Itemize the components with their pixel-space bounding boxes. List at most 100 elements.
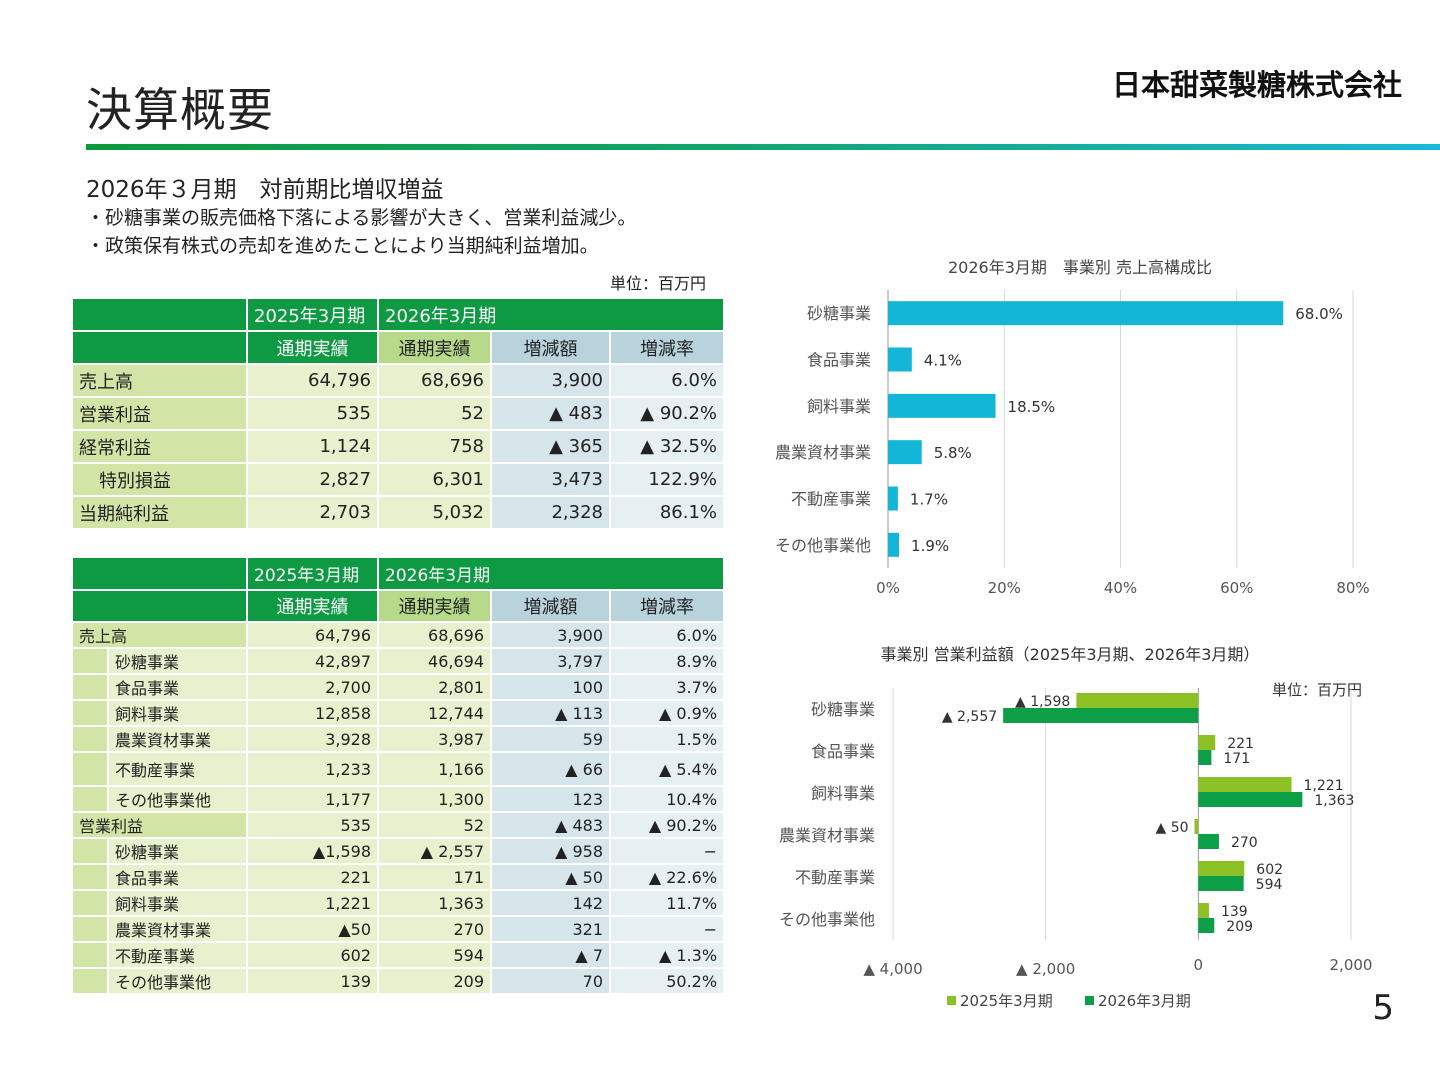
data-label: 1,363	[1314, 793, 1354, 809]
indent-cell	[71, 837, 109, 865]
x-tick-label: ▲ 2,000	[1016, 960, 1075, 978]
cell-change: 100	[490, 673, 611, 701]
bar-series-2	[1003, 708, 1199, 723]
row-label: 営業利益	[71, 396, 248, 431]
row-label: 特別損益	[71, 462, 248, 497]
cell-v2026: 52	[377, 396, 492, 431]
bar-series-2	[1198, 876, 1244, 891]
cell-v2026: 758	[377, 429, 492, 464]
x-tick-label: 60%	[1220, 579, 1253, 597]
data-label: ▲ 2,557	[942, 709, 997, 725]
cell-v2025: 535	[246, 811, 379, 839]
cell-change: 3,900	[490, 363, 611, 398]
cell-v2026: 68,696	[377, 621, 492, 649]
cell-change: ▲ 7	[490, 941, 611, 969]
operating-profit-chart: 事業別 営業利益額（2025年3月期、2026年3月期） 単位：百万円 ▲ 4,00…	[779, 645, 1373, 1010]
header-rate: 増減率	[608, 589, 726, 623]
indent-cell	[71, 941, 109, 969]
cell-v2025: 2,827	[246, 462, 379, 497]
cell-v2025: ▲50	[246, 915, 379, 943]
data-label: 270	[1231, 835, 1258, 851]
cell-rate: ▲ 90.2%	[608, 811, 726, 839]
segment-label: 不動産事業	[107, 751, 248, 787]
row-label: 売上高	[71, 363, 248, 398]
x-tick-label: 2,000	[1330, 956, 1373, 974]
indent-cell	[71, 915, 109, 943]
cell-v2025: 1,177	[246, 785, 379, 813]
legend-label: 2026年3月期	[1098, 992, 1191, 1010]
cell-v2026: 171	[377, 863, 492, 891]
category-label: 飼料事業	[811, 784, 875, 803]
header-fy2026: 2026年3月期	[376, 556, 726, 591]
segment-table: 2025年3月期 2026年3月期 通期実績 通期実績 増減額 増減率 売上高 6…	[71, 556, 726, 995]
cell-rate: ▲ 32.5%	[608, 429, 726, 464]
table-row: 砂糖事業 ▲1,598 ▲ 2,557 ▲ 958−	[71, 837, 726, 865]
cell-v2025: 3,928	[246, 725, 379, 753]
cell-change: 321	[490, 915, 611, 943]
table-unit-label: 単位：百万円	[610, 274, 707, 293]
table-row: 食品事業 221 171 ▲ 50 ▲ 22.6%	[71, 863, 726, 891]
segment-label: 飼料事業	[107, 889, 248, 917]
data-label: 602	[1256, 862, 1283, 878]
bullet-2: ・政策保有株式の売却を進めたことにより当期純利益増加。	[86, 235, 599, 257]
data-label: 1.9%	[911, 537, 949, 555]
header-full-year: 通期実績	[377, 330, 492, 365]
cell-v2026: 209	[377, 967, 492, 995]
cell-change: ▲ 483	[490, 811, 611, 839]
cell-change: ▲ 66	[490, 751, 611, 787]
cell-rate: 11.7%	[608, 889, 726, 917]
cell-change: ▲ 113	[490, 699, 611, 727]
header-blank	[71, 556, 248, 591]
cell-v2026: 68,696	[377, 363, 492, 398]
cell-v2025: 221	[246, 863, 379, 891]
category-label: 農業資材事業	[779, 826, 875, 845]
segment-label: 農業資材事業	[107, 725, 248, 753]
cell-rate: ▲ 1.3%	[608, 941, 726, 969]
indent-cell	[71, 699, 109, 727]
cell-v2025: 535	[246, 396, 379, 431]
table-row: 営業利益 535 52 ▲ 483 ▲ 90.2%	[71, 396, 726, 431]
group-label: 営業利益	[71, 811, 248, 839]
bar-series-1	[1076, 693, 1199, 708]
segment-label: 食品事業	[107, 673, 248, 701]
bar	[888, 393, 996, 418]
header-blank	[71, 297, 248, 332]
table-row: 農業資材事業 ▲50 270 321−	[71, 915, 726, 943]
cell-rate: ▲ 5.4%	[608, 751, 726, 787]
header-full-year: 通期実績	[246, 589, 379, 623]
cell-rate: −	[608, 837, 726, 865]
bar	[888, 486, 898, 511]
indent-cell	[71, 725, 109, 753]
bar-series-1	[1198, 861, 1245, 876]
category-label: 食品事業	[807, 351, 871, 370]
x-tick-label: 20%	[988, 579, 1021, 597]
cell-v2025: 1,221	[246, 889, 379, 917]
table-row: 飼料事業 1,221 1,363 142 11.7%	[71, 889, 726, 917]
data-label: 18.5%	[1008, 398, 1056, 416]
group-label: 売上高	[71, 621, 248, 649]
table-row: 飼料事業 12,858 12,744 ▲ 113 ▲ 0.9%	[71, 699, 726, 727]
data-label: ▲ 1,598	[1015, 694, 1070, 710]
row-label: 経常利益	[71, 429, 248, 464]
cell-rate: ▲ 0.9%	[608, 699, 726, 727]
x-tick-label: 0	[1194, 956, 1204, 974]
indent-cell	[71, 673, 109, 701]
data-label: 221	[1227, 736, 1254, 752]
cell-rate: −	[608, 915, 726, 943]
category-label: 砂糖事業	[811, 700, 875, 719]
bar	[888, 301, 1284, 326]
indent-cell	[71, 863, 109, 891]
cell-v2026: 12,744	[377, 699, 492, 727]
bar-series-1	[1194, 819, 1199, 834]
category-label: 不動産事業	[795, 868, 875, 887]
cell-rate: 6.0%	[608, 363, 726, 398]
header-fy2025: 2025年3月期	[246, 556, 379, 591]
cell-change: ▲ 958	[490, 837, 611, 865]
bar-series-2	[1198, 750, 1212, 765]
legend-label: 2025年3月期	[960, 992, 1053, 1010]
indent-cell	[71, 751, 109, 787]
page-number: 5	[1372, 988, 1394, 1028]
cell-change: 59	[490, 725, 611, 753]
company-logo: 日本甜菜製糖株式会社	[1111, 68, 1402, 102]
bar	[888, 347, 912, 372]
